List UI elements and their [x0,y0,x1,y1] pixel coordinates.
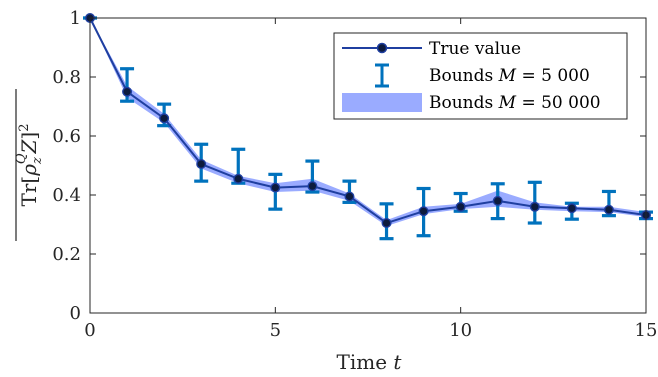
x-axis-label: Time t [337,350,403,374]
x-tick-label: 15 [635,320,658,341]
true-value-line [89,17,647,225]
legend-band-icon [342,93,422,112]
true-value-point-5 [270,182,281,193]
legend-entry-true-value: True value [342,39,521,59]
true-value-point-8 [381,218,392,229]
x-tick-label: 0 [84,320,95,341]
y-tick-label: 0.2 [52,244,81,265]
true-value-point-12 [529,201,540,212]
true-value-point-6 [307,181,318,192]
true-value-point-14 [603,204,614,215]
legend: True value Bounds M = 5 000 Bounds M = 5… [333,32,628,120]
true-value-point-3 [196,159,207,170]
true-value-point-4 [233,173,244,184]
true-value-point-9 [418,206,429,217]
legend-entry-bounds-5000: Bounds M = 5 000 [375,63,590,88]
svg-text:Tr[ρzQZ]2: Tr[ρzQZ]2 [14,124,45,207]
true-value-point-13 [566,203,577,214]
band-m-50000 [90,18,646,226]
legend-marker-icon [376,42,388,54]
y-tick-label: 1 [70,8,81,29]
y-tick-label: 0.8 [52,67,81,88]
x-tick-label: 5 [270,320,281,341]
y-tick-label: 0.6 [52,126,81,147]
y-tick-label: 0.4 [52,185,81,206]
true-value-point-1 [122,86,133,97]
y-tick-label: 0 [70,303,81,324]
legend-errorbar-icon [375,63,389,88]
svg-text:Bounds M = 50 000: Bounds M = 50 000 [429,93,601,113]
axes-box [89,17,647,314]
true-value-point-2 [159,113,170,124]
true-value-point-7 [344,191,355,202]
svg-text:True value: True value [429,39,521,59]
y-axis-label: Tr[ρzQZ]2 [14,89,45,241]
true-value-point-10 [455,201,466,212]
legend-entry-bounds-50000: Bounds M = 50 000 [342,93,601,113]
plot-area [83,12,653,241]
svg-text:Bounds M = 5 000: Bounds M = 5 000 [429,66,590,86]
true-value-point-11 [492,195,503,206]
axes: 0 5 10 15 0 0.2 0.4 0.6 0.8 1 [52,8,657,341]
x-tick-label: 10 [449,320,472,341]
